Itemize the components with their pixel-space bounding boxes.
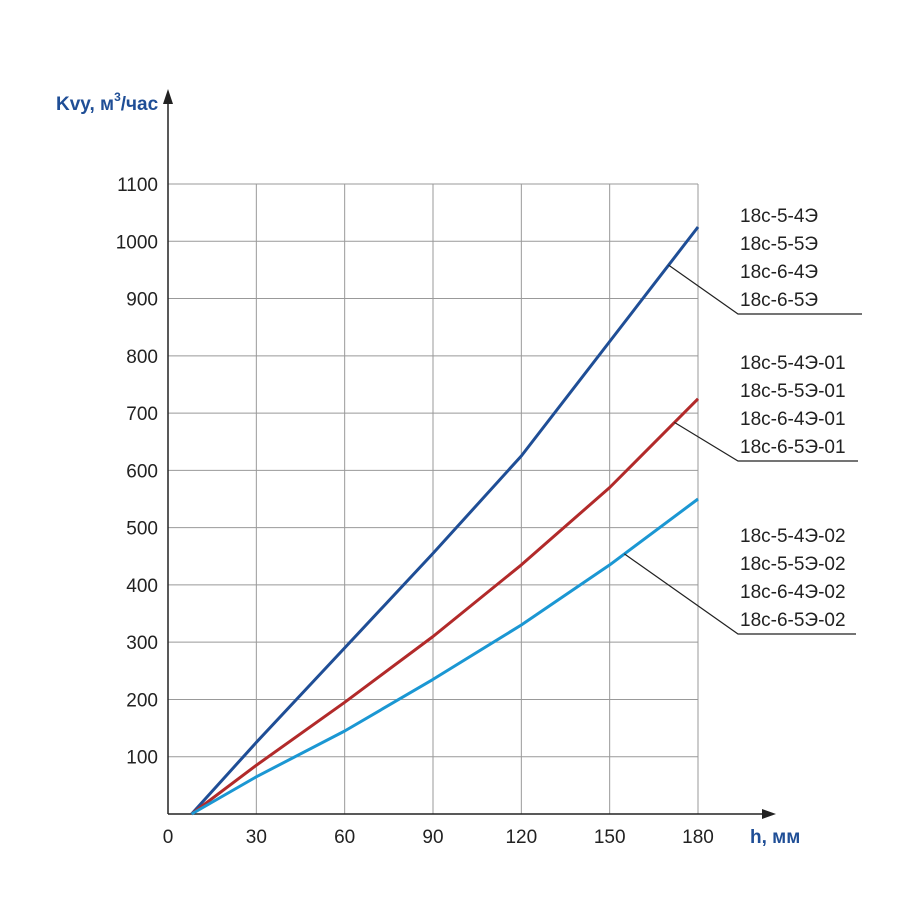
legend-entry: 18с-6-5Э-01 bbox=[740, 437, 846, 458]
axes bbox=[163, 89, 776, 819]
legend-leader-1 bbox=[668, 264, 862, 315]
y-tick-label: 200 bbox=[126, 690, 158, 711]
legend-entry: 18с-5-5Э bbox=[740, 234, 818, 255]
y-tick-label: 300 bbox=[126, 633, 158, 654]
y-axis-label: Kvy, м3/час bbox=[56, 90, 159, 115]
x-tick-label: 90 bbox=[422, 827, 443, 848]
tick-labels: 0 30 60 90 120 150 180 100 200 300 400 500 600 700 800… bbox=[116, 175, 714, 848]
legend-leader-2 bbox=[674, 421, 858, 462]
x-tick-label: 120 bbox=[505, 827, 537, 848]
x-tick-label: 60 bbox=[334, 827, 355, 848]
legend-entry: 18с-6-4Э bbox=[740, 262, 818, 283]
y-tick-label: 1000 bbox=[116, 232, 158, 253]
legend-entry: 18с-6-5Э-02 bbox=[740, 610, 846, 631]
series-line-3 bbox=[190, 497, 699, 816]
grid bbox=[168, 183, 699, 814]
y-tick-label: 100 bbox=[126, 748, 158, 769]
y-tick-label: 400 bbox=[126, 576, 158, 597]
legend-entry: 18с-6-4Э-02 bbox=[740, 582, 846, 603]
y-tick-label: 700 bbox=[126, 404, 158, 425]
legend-entry: 18с-5-4Э-01 bbox=[740, 353, 846, 374]
x-axis-label: h, мм bbox=[750, 827, 800, 848]
y-tick-label: 800 bbox=[126, 347, 158, 368]
series-line-2 bbox=[190, 397, 700, 816]
legend-entry: 18с-5-5Э-01 bbox=[740, 381, 846, 402]
legend-entry: 18с-6-4Э-01 bbox=[740, 409, 846, 430]
y-tick-label: 500 bbox=[126, 519, 158, 540]
x-tick-label: 150 bbox=[594, 827, 626, 848]
y-axis-arrow bbox=[163, 89, 173, 104]
legend-entry: 18с-5-5Э-02 bbox=[740, 554, 846, 575]
series-lines bbox=[190, 226, 700, 816]
x-tick-label: 0 bbox=[163, 827, 174, 848]
legend-entry: 18с-5-4Э-02 bbox=[740, 526, 846, 547]
legend: 18с-5-4Э 18с-5-5Э 18с-6-4Э 18с-6-5Э 18с-5-4Э… bbox=[624, 206, 862, 635]
x-tick-label: 180 bbox=[682, 827, 714, 848]
y-tick-label: 1100 bbox=[117, 175, 158, 196]
legend-leader-3 bbox=[624, 553, 856, 635]
x-tick-label: 30 bbox=[246, 827, 267, 848]
series-line-1 bbox=[190, 226, 700, 816]
x-axis-arrow bbox=[762, 809, 776, 819]
legend-entry: 18с-6-5Э bbox=[740, 290, 818, 311]
y-tick-label: 900 bbox=[126, 290, 158, 311]
legend-entry: 18с-5-4Э bbox=[740, 206, 818, 227]
y-tick-label: 600 bbox=[126, 461, 158, 482]
